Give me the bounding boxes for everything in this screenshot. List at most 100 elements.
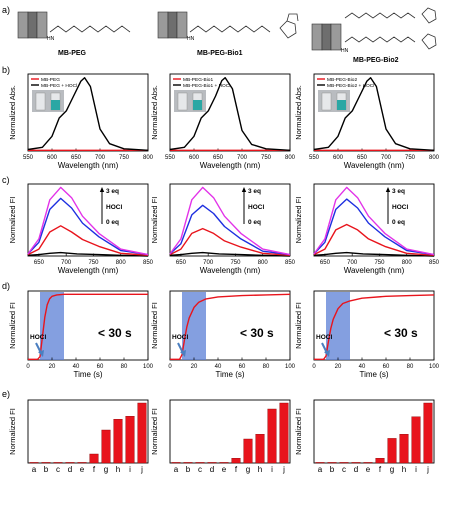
series-line-blue bbox=[169, 204, 291, 256]
cuvette-blue bbox=[337, 100, 346, 110]
chart-d-2: Normalized FI 0 20 40 60 80 100 Time (s) < 30 s H… bbox=[150, 290, 296, 379]
plot-frame bbox=[313, 399, 435, 464]
time-annotation: < 30 s bbox=[240, 326, 274, 340]
x-tick-label: 800 bbox=[258, 260, 269, 266]
series-line-blue bbox=[313, 198, 435, 256]
x-tick-label: c bbox=[342, 465, 346, 474]
series-line-red bbox=[313, 223, 435, 256]
bar-f bbox=[89, 453, 99, 464]
x-tick-label: 100 bbox=[143, 364, 154, 370]
x-tick-label: 750 bbox=[261, 155, 272, 161]
x-tick-label: e bbox=[222, 465, 227, 474]
chart-d-3: Normalized FI 0 20 40 60 80 100 Time (s) < 30 s H… bbox=[294, 290, 440, 379]
annot-mid: HOCl bbox=[392, 204, 408, 211]
y-axis-label: Normalized FI bbox=[150, 197, 159, 244]
x-tick-label: 700 bbox=[381, 155, 392, 161]
x-axis-label: Wavelength (nm) bbox=[200, 161, 261, 170]
biotin-ring-icon bbox=[421, 33, 437, 50]
x-tick-label: 650 bbox=[71, 155, 82, 161]
series-line-magenta bbox=[169, 186, 291, 256]
charts-layer: Normalized Abs. 550 600 650 700 750 800 Wavelen… bbox=[8, 73, 440, 474]
x-tick-label: 700 bbox=[347, 260, 358, 266]
x-tick-label: 850 bbox=[285, 260, 296, 266]
x-tick-label: 100 bbox=[429, 364, 440, 370]
x-axis-label: Wavelength (nm) bbox=[58, 266, 119, 275]
bar-c bbox=[53, 462, 63, 464]
x-axis-label: Wavelength (nm) bbox=[344, 161, 405, 170]
y-axis-label: Normalized FI bbox=[8, 302, 17, 349]
x-tick-label: a bbox=[32, 465, 37, 474]
x-tick-label: 80 bbox=[121, 364, 128, 370]
chart-e-1: Normalized FI a b c d e f g h i j bbox=[8, 399, 149, 474]
x-tick-label: d bbox=[354, 465, 358, 474]
plot-frame bbox=[313, 290, 435, 361]
plot-frame bbox=[169, 399, 291, 464]
x-tick-label: f bbox=[379, 465, 382, 474]
y-axis-label: Normalized FI bbox=[294, 197, 303, 244]
annot-top: 3 eq bbox=[392, 188, 405, 195]
chart-c-1: Normalized FI 650 700 750 800 850 Wavelength (… bbox=[8, 183, 154, 275]
chart-b-3: Normalized Abs. 550 600 650 700 750 800 Wavelen… bbox=[294, 73, 440, 170]
plot-frame bbox=[169, 290, 291, 361]
structure-label-mb-peg-bio1: MB-PEG-Bio1 bbox=[197, 50, 243, 57]
peg-chain-icon bbox=[49, 25, 131, 33]
bar-c bbox=[339, 462, 349, 464]
x-tick-label: 800 bbox=[402, 260, 413, 266]
arrow-down-icon bbox=[324, 350, 330, 357]
structure-mb-peg-bio2: HN MB-PEG-Bio2 bbox=[311, 7, 437, 64]
amide-label: HN bbox=[187, 36, 195, 42]
y-axis-label: Normalized FI bbox=[150, 302, 159, 349]
annot-bottom: 0 eq bbox=[248, 219, 261, 226]
x-tick-label: j bbox=[140, 465, 143, 474]
legend-label: MB-PEG-Bio2 bbox=[327, 77, 357, 83]
x-tick-label: i bbox=[271, 465, 273, 474]
bar-i bbox=[267, 408, 277, 464]
x-tick-label: 40 bbox=[359, 364, 366, 370]
bar-h bbox=[255, 434, 265, 464]
x-tick-label: 700 bbox=[203, 260, 214, 266]
x-tick-label: 550 bbox=[165, 155, 176, 161]
x-axis-label: Time (s) bbox=[359, 370, 388, 379]
cuvette-clear bbox=[321, 92, 332, 111]
x-tick-label: 550 bbox=[309, 155, 320, 161]
cuvette-clear bbox=[35, 92, 46, 111]
x-tick-label: h bbox=[258, 465, 262, 474]
x-tick-label: 20 bbox=[191, 364, 198, 370]
x-tick-label: 80 bbox=[407, 364, 414, 370]
x-tick-label: f bbox=[93, 465, 96, 474]
series-line-black bbox=[313, 251, 435, 257]
bar-i bbox=[125, 416, 135, 464]
series-line-black bbox=[313, 76, 435, 151]
x-tick-label: 850 bbox=[429, 260, 440, 266]
x-tick-label: 100 bbox=[285, 364, 296, 370]
methylene-blue-core-icon bbox=[17, 11, 48, 39]
chart-e-3: Normalized FI a b c d e f g h i j bbox=[294, 399, 435, 474]
bar-j bbox=[423, 402, 433, 464]
x-tick-label: j bbox=[282, 465, 285, 474]
bar-e bbox=[363, 462, 373, 464]
time-annotation: < 30 s bbox=[98, 326, 132, 340]
x-tick-label: 700 bbox=[61, 260, 72, 266]
x-tick-label: 650 bbox=[34, 260, 45, 266]
bar-g bbox=[243, 438, 253, 464]
peg-chain-icon bbox=[189, 25, 271, 33]
arrow-down-icon bbox=[38, 350, 44, 357]
y-axis-label: Normalized Abs. bbox=[150, 85, 159, 140]
response-window bbox=[326, 292, 350, 360]
x-axis-label: Wavelength (nm) bbox=[58, 161, 119, 170]
x-tick-label: 600 bbox=[47, 155, 58, 161]
annot-bottom: 0 eq bbox=[106, 219, 119, 226]
biotin-ring-icon bbox=[279, 13, 299, 39]
x-tick-label: 80 bbox=[263, 364, 270, 370]
hocl-label: HOCl bbox=[172, 334, 188, 341]
x-tick-label: 650 bbox=[320, 260, 331, 266]
bar-b bbox=[41, 462, 51, 464]
x-tick-label: 650 bbox=[176, 260, 187, 266]
hocl-label: HOCl bbox=[30, 334, 46, 341]
series-line-red bbox=[170, 293, 291, 360]
cuvette-blue bbox=[51, 100, 60, 110]
x-tick-label: h bbox=[116, 465, 120, 474]
bar-i bbox=[411, 416, 421, 464]
bar-c bbox=[195, 462, 205, 464]
x-tick-label: 60 bbox=[97, 364, 104, 370]
